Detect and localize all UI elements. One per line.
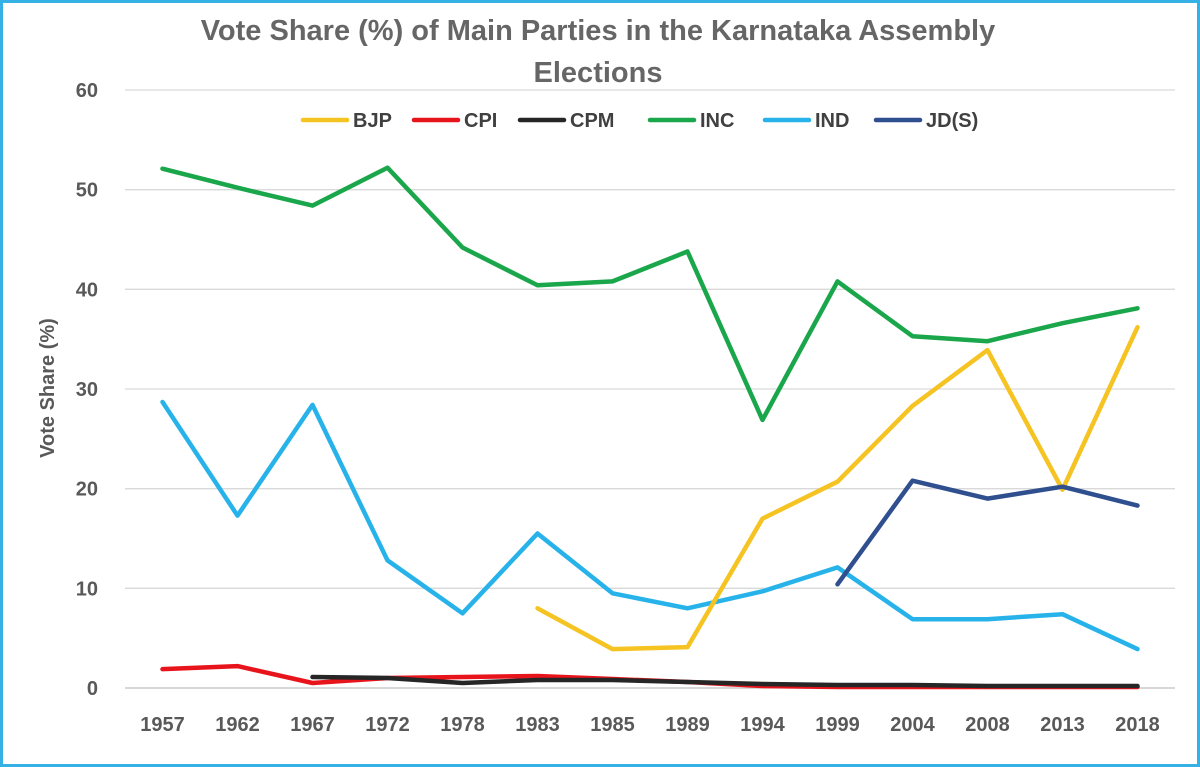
y-axis-label: Vote Share (%) <box>37 318 59 458</box>
series-line-inc <box>160 165 1140 423</box>
series-line-cpm <box>310 674 1140 689</box>
y-tick-label: 40 <box>76 279 98 301</box>
y-tick-label: 30 <box>76 379 98 401</box>
x-tick-label: 1999 <box>815 714 860 736</box>
series-line-ind <box>160 399 1140 652</box>
legend-label: CPM <box>570 110 614 132</box>
x-tick-label: 2018 <box>1115 714 1160 736</box>
series-lines <box>160 165 1140 690</box>
x-tick-label: 1983 <box>515 714 560 736</box>
legend-label: INC <box>700 110 734 132</box>
chart-title-line1: Vote Share (%) of Main Parties in the Ka… <box>201 15 996 47</box>
x-tick-label: 1985 <box>590 714 635 736</box>
series-line-bjp <box>535 324 1140 652</box>
y-tick-label: 20 <box>76 479 98 501</box>
y-tick-label: 60 <box>76 80 98 102</box>
y-tick-labels: 0 10 20 30 40 50 60 <box>76 80 98 700</box>
legend: BJP CPI CPM INC IND JD(S) <box>300 110 978 132</box>
chart-title-line2: Elections <box>534 57 663 89</box>
x-tick-label: 1962 <box>215 714 260 736</box>
x-tick-label: 1957 <box>140 714 185 736</box>
x-tick-label: 2013 <box>1040 714 1085 736</box>
x-tick-label: 1967 <box>290 714 335 736</box>
x-tick-label: 1972 <box>365 714 410 736</box>
x-tick-label: 1978 <box>440 714 485 736</box>
x-tick-label: 1989 <box>665 714 710 736</box>
legend-label: CPI <box>464 110 497 132</box>
series-line-jds <box>835 478 1140 587</box>
y-tick-label: 50 <box>76 180 98 202</box>
x-tick-label: 2008 <box>965 714 1010 736</box>
x-tick-label: 2004 <box>890 714 935 736</box>
y-tick-label: 0 <box>87 678 98 700</box>
x-tick-labels: 1957 1962 1967 1972 1978 1983 1985 1989 1994 1999… <box>140 714 1160 736</box>
legend-label: JD(S) <box>926 110 978 132</box>
legend-label: BJP <box>353 110 392 132</box>
y-tick-label: 10 <box>76 578 98 600</box>
gridlines <box>125 89 1175 689</box>
x-tick-label: 1994 <box>740 714 785 736</box>
legend-label: IND <box>815 110 849 132</box>
